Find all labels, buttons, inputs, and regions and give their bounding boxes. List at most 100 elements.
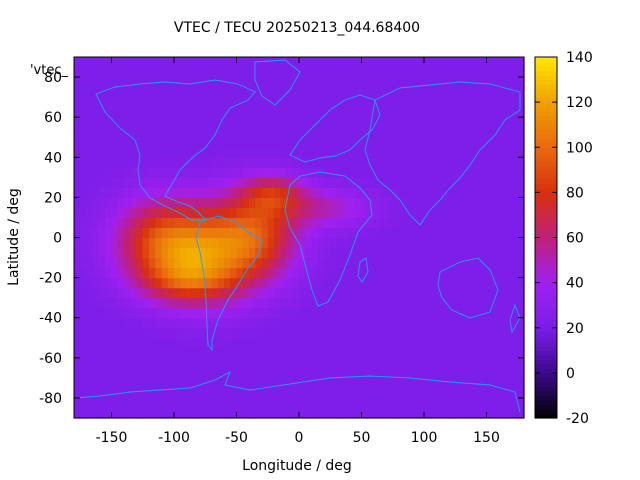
heatmap-cell xyxy=(367,67,375,78)
heatmap-cell xyxy=(511,357,519,369)
heatmap-cell xyxy=(361,387,369,399)
heatmap-cell xyxy=(417,307,425,319)
heatmap-cell xyxy=(86,367,94,379)
heatmap-cell xyxy=(474,347,481,359)
heatmap-cell xyxy=(442,207,450,219)
heatmap-cell xyxy=(174,297,181,309)
heatmap-cell xyxy=(374,227,381,239)
heatmap-cell xyxy=(461,397,469,409)
heatmap-cell xyxy=(386,177,394,188)
heatmap-cell xyxy=(249,377,256,389)
heatmap-cell xyxy=(192,97,200,108)
heatmap-cell xyxy=(467,87,475,98)
heatmap-cell xyxy=(161,367,169,379)
heatmap-cell xyxy=(430,187,438,198)
colorbar-strip xyxy=(535,61,557,67)
heatmap-cell xyxy=(149,297,156,309)
heatmap-cell xyxy=(505,117,513,128)
heatmap-cell xyxy=(111,327,119,339)
heatmap-cell xyxy=(299,147,306,158)
heatmap-cell xyxy=(267,357,275,369)
heatmap-cell xyxy=(280,187,288,198)
heatmap-cell xyxy=(305,157,313,168)
heatmap-cell xyxy=(261,107,269,118)
heatmap-cell xyxy=(480,367,488,379)
heatmap-cell xyxy=(217,327,225,339)
colorbar-strip xyxy=(535,66,557,72)
heatmap-cell xyxy=(274,197,281,209)
heatmap-cell xyxy=(442,337,450,349)
heatmap-cell xyxy=(467,307,475,319)
heatmap-cell xyxy=(174,407,181,419)
heatmap-cell xyxy=(392,157,400,168)
heatmap-cell xyxy=(105,247,113,259)
heatmap-cell xyxy=(424,117,431,128)
heatmap-cell xyxy=(280,147,288,158)
heatmap-cell xyxy=(405,137,413,148)
heatmap-cell xyxy=(417,177,425,188)
heatmap-cell xyxy=(411,137,419,148)
heatmap-cell xyxy=(405,397,413,409)
heatmap-cell xyxy=(211,87,219,98)
heatmap-cell xyxy=(361,207,369,219)
heatmap-cell xyxy=(174,217,181,229)
heatmap-cell xyxy=(99,367,106,379)
heatmap-cell xyxy=(211,387,219,399)
heatmap-cell xyxy=(342,197,350,209)
heatmap-cell xyxy=(461,367,469,379)
heatmap-cell xyxy=(199,207,206,219)
heatmap-cell xyxy=(186,187,194,198)
heatmap-cell xyxy=(274,257,281,269)
heatmap-cell xyxy=(430,347,438,359)
heatmap-cell xyxy=(186,307,194,319)
heatmap-cell xyxy=(424,57,431,68)
heatmap-cell xyxy=(124,207,131,219)
heatmap-cell xyxy=(349,397,356,409)
heatmap-cell xyxy=(455,167,463,178)
heatmap-cell xyxy=(486,87,494,98)
heatmap-cell xyxy=(236,97,244,108)
heatmap-cell xyxy=(267,277,275,289)
heatmap-cell xyxy=(249,327,256,339)
heatmap-cell xyxy=(492,357,500,369)
heatmap-cell xyxy=(386,377,394,389)
heatmap-cell xyxy=(349,267,356,279)
heatmap-cell xyxy=(424,207,431,219)
heatmap-cell xyxy=(499,177,506,188)
heatmap-cell xyxy=(317,57,325,68)
heatmap-cell xyxy=(492,287,500,299)
heatmap-cell xyxy=(136,137,144,148)
heatmap-cell xyxy=(317,377,325,389)
heatmap-cell xyxy=(111,187,119,198)
heatmap-cell xyxy=(274,127,281,138)
heatmap-cell xyxy=(167,317,175,329)
heatmap-cell xyxy=(105,387,113,399)
heatmap-cell xyxy=(242,77,250,88)
heatmap-cell xyxy=(442,307,450,319)
heatmap-cell xyxy=(461,207,469,219)
heatmap-cell xyxy=(199,367,206,379)
heatmap-cell xyxy=(111,97,119,108)
colorbar-strip xyxy=(535,269,557,275)
heatmap-cell xyxy=(517,167,525,178)
heatmap-cell xyxy=(317,397,325,409)
heatmap-cell xyxy=(186,357,194,369)
heatmap-cell xyxy=(330,327,338,339)
heatmap-cell xyxy=(292,207,300,219)
heatmap-cell xyxy=(224,97,231,108)
heatmap-cell xyxy=(467,57,475,68)
heatmap-cell xyxy=(461,147,469,158)
heatmap-cell xyxy=(242,257,250,269)
heatmap-cell xyxy=(305,287,313,299)
heatmap-cell xyxy=(499,287,506,299)
heatmap-cell xyxy=(330,407,338,419)
heatmap-cell xyxy=(180,117,188,128)
heatmap-cell xyxy=(517,267,525,279)
heatmap-cell xyxy=(136,57,144,68)
heatmap-cell xyxy=(492,277,500,289)
heatmap-cell xyxy=(511,217,519,229)
heatmap-cell xyxy=(317,337,325,349)
heatmap-cell xyxy=(311,157,319,168)
heatmap-cell xyxy=(261,167,269,178)
heatmap-cell xyxy=(261,387,269,399)
